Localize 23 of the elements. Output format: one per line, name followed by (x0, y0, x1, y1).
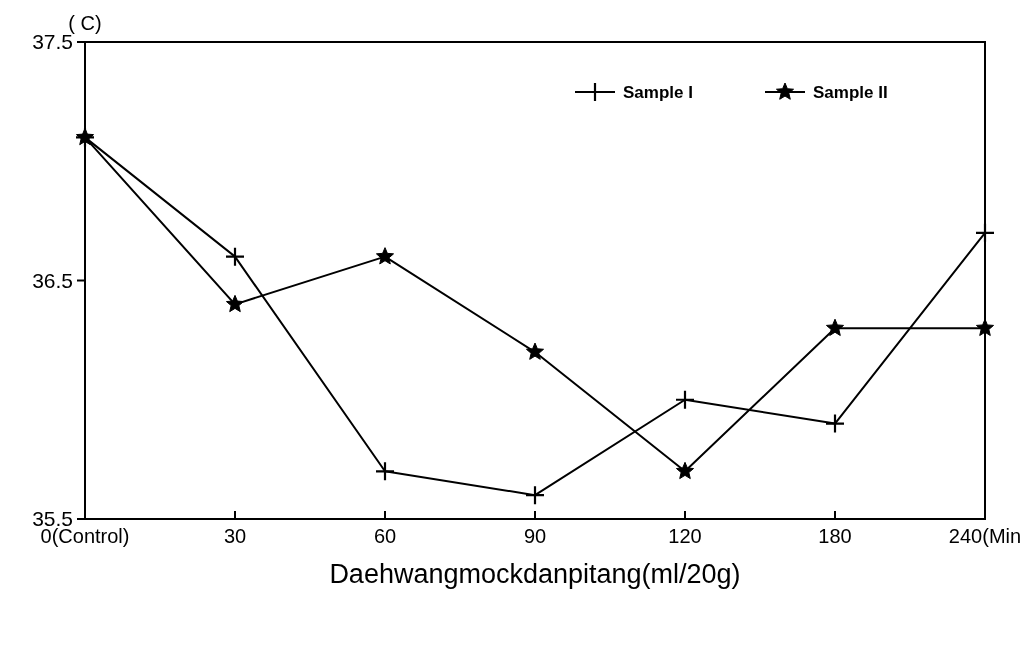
legend-label: Sample I (623, 82, 693, 102)
point (525, 342, 545, 360)
legend-label: Sample II (813, 82, 888, 102)
x-tick-label: 60 (373, 525, 397, 547)
x-tick-label: 90 (523, 525, 547, 547)
point (374, 461, 396, 482)
point (674, 389, 696, 410)
x-tick-label: 30 (223, 525, 247, 547)
point (225, 294, 245, 313)
x-axis-title: Daehwangmockdanpitang(ml/20g) (329, 559, 741, 589)
point (975, 318, 995, 336)
x-tick-label: 180 (818, 525, 852, 547)
point (375, 247, 395, 265)
x-tick-label: 240(Min (948, 525, 1022, 547)
point (675, 461, 695, 480)
point (524, 485, 546, 506)
y-tick-label: 36.5 (32, 268, 73, 292)
point (974, 222, 996, 243)
point (824, 413, 846, 434)
point (224, 246, 246, 267)
x-tick-label: 120 (668, 525, 702, 547)
point (825, 318, 845, 336)
y-axis-title: ( C) (68, 12, 102, 34)
